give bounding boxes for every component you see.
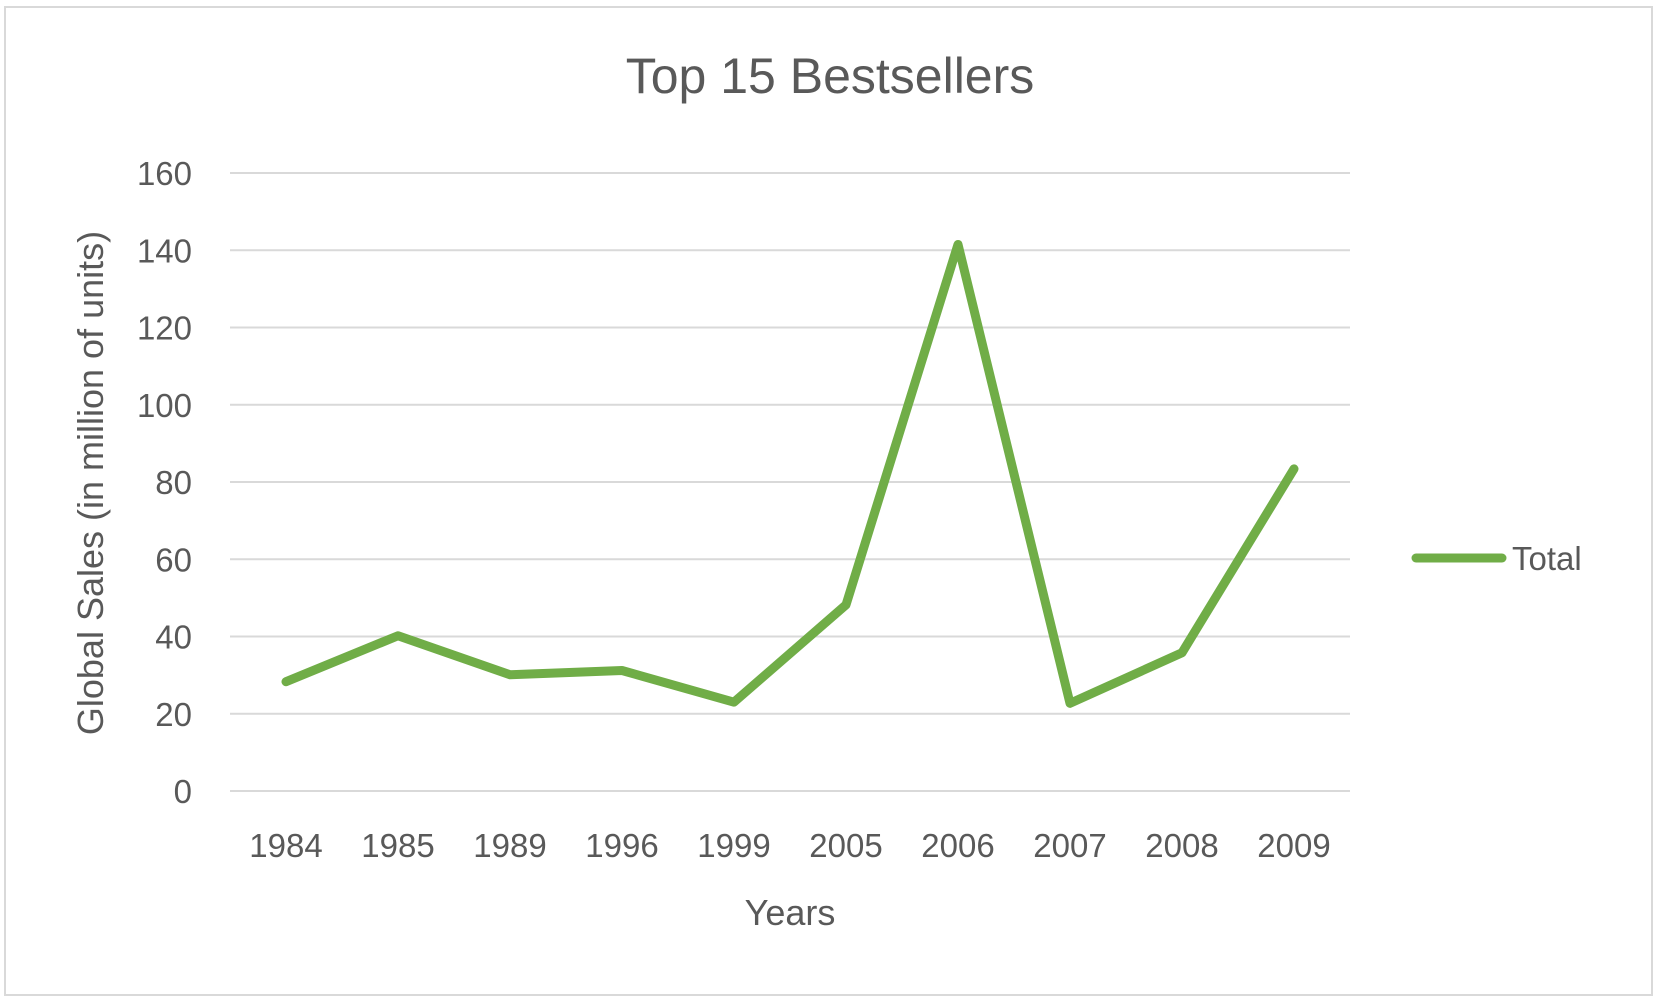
data-point bbox=[845, 604, 847, 606]
y-tick-label: 140 bbox=[137, 232, 192, 269]
y-tick-label: 100 bbox=[137, 387, 192, 424]
x-tick-label: 2005 bbox=[809, 827, 882, 864]
x-tick-label: 1999 bbox=[697, 827, 770, 864]
x-tick-label: 2006 bbox=[921, 827, 994, 864]
y-tick-label: 120 bbox=[137, 310, 192, 347]
data-point bbox=[1293, 468, 1295, 470]
x-tick-label: 1984 bbox=[249, 827, 322, 864]
y-tick-label: 80 bbox=[155, 464, 192, 501]
data-point bbox=[397, 635, 399, 637]
x-axis-title: Years bbox=[745, 892, 836, 933]
x-tick-label: 2007 bbox=[1033, 827, 1106, 864]
chart-frame bbox=[4, 6, 1653, 996]
data-point bbox=[1181, 652, 1183, 654]
y-tick-label: 0 bbox=[174, 773, 192, 810]
data-point bbox=[733, 701, 735, 703]
x-tick-label: 1996 bbox=[585, 827, 658, 864]
legend-label: Total bbox=[1512, 540, 1582, 577]
chart-title: Top 15 Bestsellers bbox=[626, 48, 1035, 104]
data-point bbox=[285, 681, 287, 683]
x-tick-label: 2008 bbox=[1145, 827, 1218, 864]
x-axis-ticks: 1984 1985 1989 1996 1999 2005 2006 2007 2008 2009 bbox=[249, 827, 1330, 864]
legend: Total bbox=[1411, 540, 1582, 577]
x-tick-label: 2009 bbox=[1257, 827, 1330, 864]
y-tick-label: 60 bbox=[155, 541, 192, 578]
series-line-total bbox=[281, 239, 1299, 708]
y-tick-label: 20 bbox=[155, 696, 192, 733]
y-tick-label: 40 bbox=[155, 619, 192, 656]
data-point bbox=[957, 243, 959, 245]
data-point bbox=[1069, 702, 1071, 704]
y-axis-title: Global Sales (in million of units) bbox=[70, 231, 111, 735]
y-tick-label: 160 bbox=[137, 155, 192, 192]
series-layer bbox=[281, 239, 1299, 708]
x-tick-label: 1989 bbox=[473, 827, 546, 864]
data-point bbox=[509, 674, 511, 676]
x-tick-label: 1985 bbox=[361, 827, 434, 864]
data-point bbox=[621, 669, 623, 671]
y-axis-ticks: 0 20 40 60 80 100 120 140 160 bbox=[137, 155, 192, 810]
gridlines bbox=[230, 172, 1350, 792]
